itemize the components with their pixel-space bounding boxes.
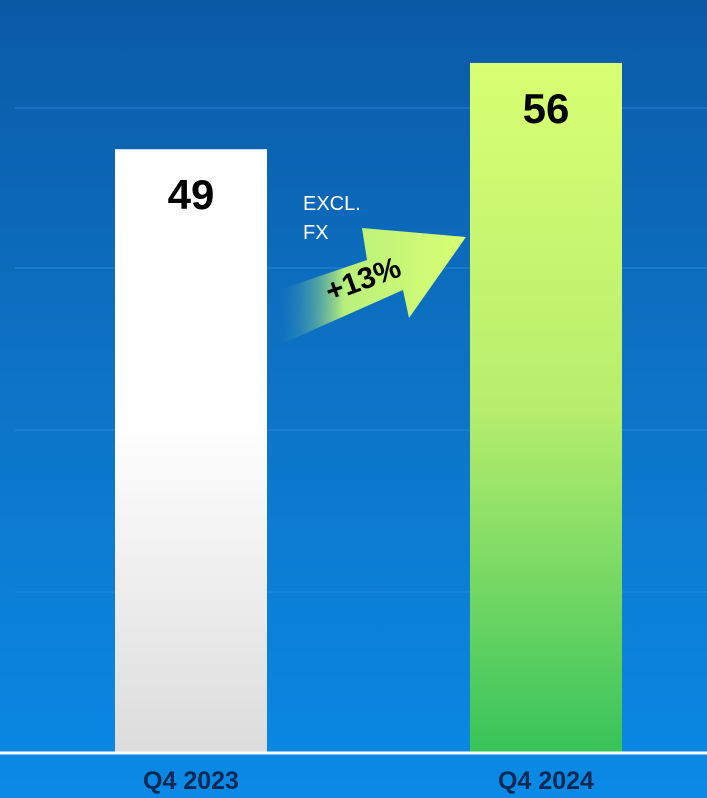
bars: [115, 62, 622, 753]
category-label-0: Q4 2023: [143, 767, 239, 795]
value-label-1: 56: [523, 85, 570, 132]
bar-q4-2024: [470, 62, 622, 753]
labels: 49 Q4 2023 56 Q4 2024: [143, 85, 594, 795]
category-label-1: Q4 2024: [498, 767, 594, 795]
bar-q4-2023: [115, 149, 267, 753]
growth-arrow-shape: [279, 228, 466, 345]
value-label-0: 49: [168, 171, 215, 218]
excl-fx-note: EXCL. FX: [303, 193, 361, 244]
